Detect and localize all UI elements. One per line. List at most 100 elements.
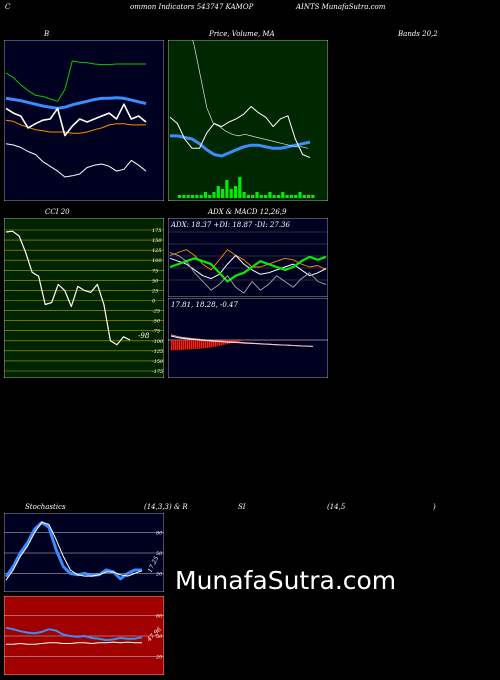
volume-bar (298, 192, 302, 198)
adx-pos-di-line (169, 254, 327, 280)
ma-line (170, 134, 311, 158)
macd-panel: 17.81, 18.28, -0.47 (168, 298, 328, 378)
stoch-title-c: SI (238, 503, 246, 511)
cci-tick-label: -75 (152, 329, 160, 335)
macd-hist-bar (189, 340, 191, 350)
bollinger-price-line-a (5, 143, 147, 178)
macd-hist-bar (179, 340, 181, 350)
volume-bar (229, 189, 233, 198)
bands-title: Bands 20,2 (398, 30, 438, 38)
bollinger-price-line-b (5, 103, 147, 137)
stoch-title-e: ) (433, 503, 436, 511)
macd-hist-bar (187, 340, 189, 350)
stoch-lines (4, 520, 143, 581)
macd-bars (168, 339, 328, 351)
volume-bar (242, 192, 246, 198)
cci-tick-label: -50 (152, 319, 161, 325)
adx-macd-title: ADX & MACD 12,26,9 (208, 208, 287, 216)
adx-di-spread-line (169, 252, 327, 294)
cci-tick-label: -175 (152, 369, 163, 375)
stoch-title-b: (14,3,3) & R (144, 503, 188, 511)
cci-last-label: -98 (138, 332, 150, 340)
volume-bar (294, 195, 298, 198)
volume-bar (203, 192, 207, 198)
long-ma-line (192, 40, 309, 149)
cci-tick-label: 75 (152, 268, 158, 274)
volume-bar (238, 177, 242, 198)
cci-tick-label: -150 (152, 359, 164, 365)
cci-tick-label: 50 (152, 278, 159, 284)
bollinger-middle-line (5, 96, 147, 110)
volume-bar (216, 186, 220, 198)
volume-bar (178, 195, 182, 198)
cci-tick-label: 150 (152, 238, 162, 244)
macd-hist-bar (233, 340, 235, 343)
price-line (169, 106, 311, 159)
macd-hist-bar (241, 340, 243, 341)
cci-line (5, 230, 131, 346)
cci-bg (4, 218, 164, 378)
volume-bar (289, 195, 293, 198)
volume-bar (311, 195, 315, 198)
macd-hist-bar (217, 340, 219, 347)
rsi-tick-label: 50 (156, 634, 163, 640)
adx-bg (168, 218, 328, 297)
macd-hist-bar (221, 340, 223, 346)
macd-hist-bar (191, 340, 193, 350)
price-panel (168, 40, 328, 201)
adx-line (169, 255, 327, 283)
watermark: MunafaSutra.com (175, 566, 397, 595)
macd-hist-bar (219, 340, 221, 346)
volume-bar (233, 186, 238, 198)
stoch-bg (4, 513, 164, 592)
volume-bar (255, 192, 259, 198)
cci-panel: 175 150 125 100 75 50 25 0 -25 -50 -75 -100 -125 -150… (4, 218, 164, 378)
macd-hist-bar (171, 340, 173, 351)
volume-bar (195, 195, 199, 198)
stoch-k-line (4, 520, 142, 581)
macd-hist-bar (239, 340, 241, 342)
cci-tick-label: -25 (152, 309, 160, 315)
volume-bar (225, 180, 229, 198)
volume-bar (246, 195, 250, 198)
stochastics-tick-label: 20 (155, 571, 163, 577)
volume-bar (307, 195, 311, 198)
rsi-tick-label: 80 (156, 614, 163, 620)
rsi-tick-label: 20 (155, 654, 163, 660)
macd-hist-bar (203, 340, 205, 349)
volume-bar (259, 195, 263, 198)
cci-tick-label: -125 (152, 349, 163, 355)
macd-hist-bar (215, 340, 217, 347)
stoch-d-line (5, 521, 143, 581)
price-bg (168, 40, 328, 201)
macd-hist-bar (183, 340, 185, 350)
volume-bar (268, 192, 272, 198)
stoch-title-d: (14,5 (327, 503, 346, 511)
volume-bar (199, 195, 203, 198)
volume-bar (182, 195, 186, 198)
macd-hist-bar (177, 340, 179, 351)
adx-panel: ADX: 18.37 +DI: 18.87 -DI: 27.36 (168, 218, 328, 297)
macd-hist-bar (205, 340, 207, 349)
header-right: AINTS MunafaSutra.com (296, 3, 386, 11)
macd-signal-line (170, 334, 314, 347)
macd-hist-bar (197, 340, 199, 349)
stochastics-tick-label: 50 (156, 551, 163, 557)
volume-bar (190, 195, 195, 198)
macd-bg (168, 298, 328, 378)
macd-hist-bar (211, 340, 213, 348)
volume-bar (285, 195, 289, 198)
volume-bar (251, 195, 255, 198)
macd-hist-bar (185, 340, 187, 350)
adx-label: ADX: 18.37 +DI: 18.87 -DI: 27.36 (170, 221, 291, 229)
macd-hist-bar (237, 340, 239, 342)
macd-hist-bar (209, 340, 211, 348)
bollinger-upper-line (5, 60, 146, 102)
volume-bar (212, 192, 216, 198)
cci-tick-label: -100 (152, 339, 164, 345)
volume-bar (302, 195, 306, 198)
header-left: C (5, 3, 11, 11)
cci-tick-label: 25 (151, 288, 158, 294)
volume-bar (272, 195, 276, 198)
